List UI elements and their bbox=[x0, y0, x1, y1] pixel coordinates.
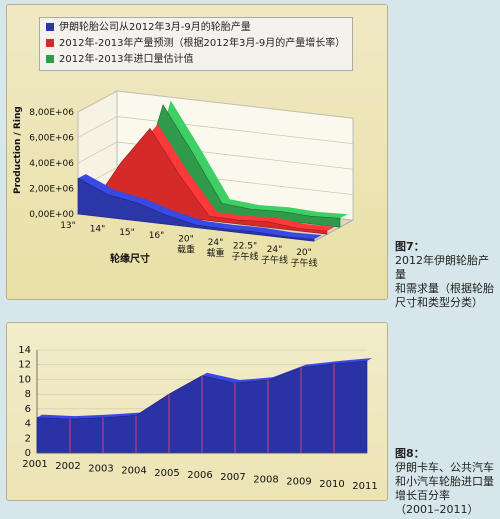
y-tick-label: 6 bbox=[25, 404, 31, 415]
y-tick-label: 4 bbox=[25, 419, 31, 430]
x-tick-label: 2002 bbox=[55, 461, 80, 472]
legend-swatch bbox=[46, 39, 54, 47]
series-top-2 bbox=[91, 124, 335, 232]
legend-label: 2012年-2013年产量预测（根据2012年3月-9月的产量增长率） bbox=[59, 38, 346, 49]
figure7-caption-body: 2012年伊朗轮胎产量 和需求量（根据轮胎 尺寸和类型分类） bbox=[395, 254, 494, 309]
figure7-caption-title: 图7： bbox=[395, 240, 425, 253]
figure8-caption: 图8： 伊朗卡车、公共汽车 和小汽车轮胎进口量 增长百分率 （2001–2011… bbox=[395, 447, 499, 517]
figure8-caption-title: 图8： bbox=[395, 447, 425, 460]
x-tick-label: 16" bbox=[149, 231, 165, 241]
x-tick-label: 2006 bbox=[187, 470, 212, 481]
x-tick-label: 2009 bbox=[286, 477, 311, 488]
x-tick-label: 14" bbox=[90, 224, 106, 234]
y-tick-label: 4,00E+06 bbox=[29, 159, 74, 169]
figure8-caption-body: 伊朗卡车、公共汽车 和小汽车轮胎进口量 增长百分率 （2001–2011） bbox=[395, 461, 494, 516]
series-area-1 bbox=[77, 177, 315, 242]
x-tick-label: 2005 bbox=[154, 468, 179, 479]
x-tick-label: 13" bbox=[60, 221, 76, 231]
y-tick-label: 8 bbox=[25, 389, 31, 400]
x-tick-label: 2008 bbox=[253, 474, 278, 485]
x-tick-label: 20"载重 bbox=[177, 235, 195, 256]
x-tick-label: 2001 bbox=[22, 459, 47, 470]
y-tick-label: 6,00E+06 bbox=[29, 134, 74, 144]
gridline bbox=[77, 90, 354, 119]
x-tick-label: 2003 bbox=[88, 463, 113, 474]
x-tick-label: 2010 bbox=[319, 479, 344, 490]
legend-swatch bbox=[46, 55, 54, 63]
x-tick-label: 2007 bbox=[220, 472, 245, 483]
y-axis-label: Production / Ring bbox=[13, 106, 23, 194]
y-tick-label: 2 bbox=[25, 433, 31, 444]
y-tick-label: 8,00E+06 bbox=[29, 108, 74, 118]
y-tick-label: 2,00E+06 bbox=[29, 185, 74, 195]
legend-item-series-1: 伊朗轮胎公司从2012年3月-9月的轮胎产量 bbox=[46, 21, 251, 35]
x-tick-label: 24"子午线 bbox=[261, 245, 288, 266]
y-tick-label: 0,00E+00 bbox=[29, 210, 74, 220]
legend-swatch bbox=[46, 23, 54, 31]
y-tick-label: 0 bbox=[25, 448, 31, 459]
legend-item-series-2: 2012年-2013年产量预测（根据2012年3月-9月的产量增长率） bbox=[46, 37, 345, 51]
y-tick-label: 10 bbox=[18, 374, 31, 385]
x-tick-label: 2004 bbox=[121, 466, 146, 477]
y-tick-label: 14 bbox=[18, 345, 31, 356]
legend-item-series-3: 2012年-2013年进口量估计值 bbox=[46, 53, 194, 67]
x-tick-label: 2011 bbox=[352, 481, 377, 492]
legend-label: 2012年-2013年进口量估计值 bbox=[59, 54, 194, 65]
x-tick-label: 24"载重 bbox=[206, 238, 224, 259]
legend-label: 伊朗轮胎公司从2012年3月-9月的轮胎产量 bbox=[59, 22, 251, 33]
gridline bbox=[77, 141, 354, 170]
x-axis-label: 轮缘尺寸 bbox=[110, 252, 150, 265]
figure7-caption: 图7： 2012年伊朗轮胎产量 和需求量（根据轮胎 尺寸和类型分类） bbox=[395, 240, 499, 310]
x-tick-label: 15" bbox=[119, 228, 135, 238]
gridline bbox=[77, 116, 354, 145]
x-tick-label: 20"子午线 bbox=[290, 248, 317, 269]
x-tick-label: 22.5"子午线 bbox=[231, 241, 258, 262]
figure7-legend: 伊朗轮胎公司从2012年3月-9月的轮胎产量 2012年-2013年产量预测（根… bbox=[39, 17, 353, 71]
y-tick-label: 12 bbox=[18, 360, 31, 371]
